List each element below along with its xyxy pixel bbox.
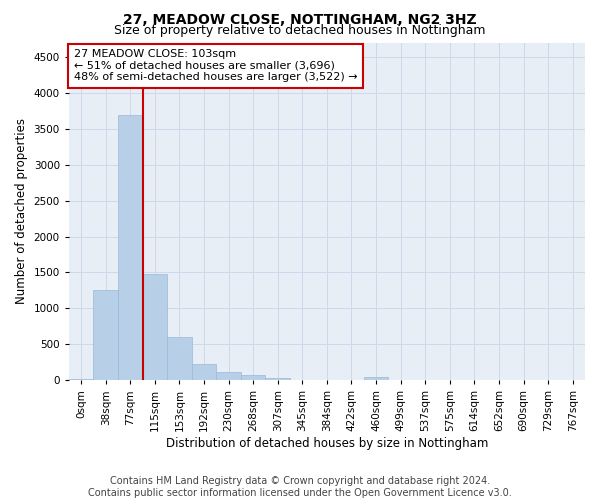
Bar xyxy=(69,379,94,380)
Bar xyxy=(241,374,265,380)
Bar xyxy=(167,337,192,380)
Bar xyxy=(192,364,217,380)
Y-axis label: Number of detached properties: Number of detached properties xyxy=(15,118,28,304)
Text: 27 MEADOW CLOSE: 103sqm
← 51% of detached houses are smaller (3,696)
48% of semi: 27 MEADOW CLOSE: 103sqm ← 51% of detache… xyxy=(74,50,358,82)
Text: 27, MEADOW CLOSE, NOTTINGHAM, NG2 3HZ: 27, MEADOW CLOSE, NOTTINGHAM, NG2 3HZ xyxy=(123,12,477,26)
Bar xyxy=(143,274,167,380)
Text: Size of property relative to detached houses in Nottingham: Size of property relative to detached ho… xyxy=(114,24,486,37)
Bar xyxy=(118,114,143,380)
X-axis label: Distribution of detached houses by size in Nottingham: Distribution of detached houses by size … xyxy=(166,437,488,450)
Bar xyxy=(217,372,241,380)
Text: Contains HM Land Registry data © Crown copyright and database right 2024.
Contai: Contains HM Land Registry data © Crown c… xyxy=(88,476,512,498)
Bar xyxy=(94,290,118,380)
Bar xyxy=(265,378,290,380)
Bar xyxy=(364,378,388,380)
